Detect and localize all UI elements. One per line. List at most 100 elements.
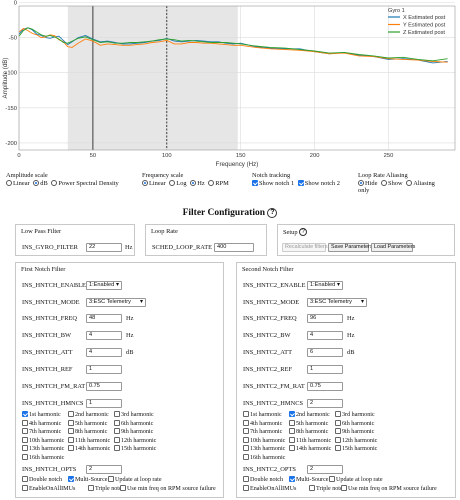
notch-option[interactable]: Use min freq on RPM source failure bbox=[341, 484, 437, 492]
checkbox-icon[interactable] bbox=[289, 436, 295, 443]
checkbox-icon[interactable] bbox=[243, 436, 249, 443]
checkbox-icon[interactable] bbox=[22, 445, 28, 452]
checkbox-icon[interactable] bbox=[243, 428, 249, 435]
harmonic-option[interactable]: 1st harmonic bbox=[22, 411, 61, 418]
checkbox-icon[interactable] bbox=[243, 476, 249, 482]
harmonic-option[interactable]: 2nd harmonic bbox=[68, 411, 109, 418]
param-select[interactable]: 3:ESC Telemetry bbox=[86, 298, 146, 307]
harmonic-option[interactable]: 10th harmonic bbox=[22, 436, 64, 444]
harmonic-option[interactable]: 9th harmonic bbox=[114, 428, 153, 435]
harmonic-option[interactable]: 5th harmonic bbox=[289, 419, 328, 427]
freq-log-option[interactable]: Log bbox=[169, 180, 187, 187]
harmonic-option[interactable]: 7th harmonic bbox=[243, 428, 282, 435]
harmonic-option[interactable]: 14th harmonic bbox=[289, 445, 331, 452]
param-input[interactable]: 4 bbox=[307, 331, 343, 340]
harmonic-option[interactable]: 4th harmonic bbox=[22, 419, 61, 427]
aliasing-show-option[interactable]: Show bbox=[381, 180, 403, 187]
param-input[interactable]: 4 bbox=[86, 331, 122, 340]
checkbox-checked-icon[interactable] bbox=[252, 180, 258, 186]
radio-icon[interactable] bbox=[6, 180, 12, 186]
checkbox-icon[interactable] bbox=[68, 411, 74, 417]
checkbox-checked-icon[interactable] bbox=[22, 411, 28, 417]
harmonic-option[interactable]: 6th harmonic bbox=[335, 419, 374, 427]
help-icon[interactable]: ? bbox=[267, 208, 278, 218]
checkbox-checked-icon[interactable] bbox=[289, 411, 295, 417]
param-input[interactable]: 4 bbox=[86, 348, 122, 357]
radio-selected-icon[interactable] bbox=[190, 180, 197, 186]
checkbox-icon[interactable] bbox=[243, 419, 249, 426]
checkbox-icon[interactable] bbox=[335, 411, 341, 417]
legend-entry[interactable]: Y Estimated post bbox=[403, 23, 446, 29]
checkbox-icon[interactable] bbox=[114, 428, 120, 435]
checkbox-icon[interactable] bbox=[335, 419, 341, 426]
amplitude-psd-option[interactable]: Power Spectral Density bbox=[51, 180, 119, 187]
checkbox-icon[interactable] bbox=[289, 445, 295, 452]
checkbox-icon[interactable] bbox=[114, 445, 120, 452]
harmonic-option[interactable]: 8th harmonic bbox=[289, 428, 328, 435]
checkbox-icon[interactable] bbox=[22, 484, 28, 491]
checkbox-icon[interactable] bbox=[114, 436, 120, 443]
checkbox-icon[interactable] bbox=[329, 476, 335, 482]
notch-option[interactable]: Update at loop rate bbox=[329, 476, 383, 483]
show-notch2-option[interactable]: Show notch 2 bbox=[297, 180, 340, 187]
radio-selected-icon[interactable] bbox=[142, 180, 148, 186]
freq-hz-option[interactable]: Hz bbox=[190, 180, 205, 187]
help-icon[interactable]: ? bbox=[299, 228, 308, 236]
checkbox-icon[interactable] bbox=[22, 428, 28, 435]
harmonic-option[interactable]: 1st harmonic bbox=[243, 411, 282, 418]
checkbox-icon[interactable] bbox=[289, 428, 295, 435]
checkbox-icon[interactable] bbox=[22, 476, 28, 482]
harmonic-option[interactable]: 14th harmonic bbox=[68, 445, 110, 452]
checkbox-icon[interactable] bbox=[243, 411, 249, 417]
harmonic-option[interactable]: 12th harmonic bbox=[114, 436, 156, 444]
param-select[interactable]: 1:Enabled bbox=[86, 281, 122, 290]
harmonic-option[interactable]: 15th harmonic bbox=[335, 445, 377, 452]
param-input[interactable]: 96 bbox=[307, 314, 343, 323]
checkbox-icon[interactable] bbox=[114, 419, 120, 426]
notch-option[interactable]: EnableOnAllIMUs bbox=[243, 484, 296, 492]
checkbox-icon[interactable] bbox=[243, 484, 249, 491]
param-input[interactable]: 0.75 bbox=[307, 382, 343, 391]
legend-entry[interactable]: X Estimated post bbox=[403, 15, 446, 21]
loop-rate-input[interactable]: 400 bbox=[214, 243, 254, 252]
notch-option[interactable]: Multi-Source bbox=[289, 476, 329, 483]
harmonic-option[interactable]: 12th harmonic bbox=[335, 436, 377, 444]
harmonic-option[interactable]: 13th harmonic bbox=[22, 445, 64, 452]
aliasing-only-option[interactable]: Aliasing bbox=[406, 180, 435, 187]
notch-option[interactable]: Triple notch bbox=[88, 484, 125, 492]
opts-input[interactable]: 2 bbox=[86, 465, 122, 474]
notch-option[interactable]: Use min freq on RPM source failure bbox=[120, 484, 216, 492]
harmonic-option[interactable]: 4th harmonic bbox=[243, 419, 282, 427]
checkbox-icon[interactable] bbox=[108, 476, 114, 482]
harmonic-option[interactable]: 7th harmonic bbox=[22, 428, 61, 435]
checkbox-icon[interactable] bbox=[68, 445, 74, 452]
harmonic-option[interactable]: 16th harmonic bbox=[243, 454, 285, 461]
checkbox-icon[interactable] bbox=[335, 428, 341, 435]
harmonic-option[interactable]: 6th harmonic bbox=[114, 419, 153, 427]
fft-chart[interactable]: 0 -50 -100 -150 -200 0 50 100 150 200 250 Frequency… bbox=[0, 0, 460, 170]
param-input[interactable]: 1 bbox=[86, 365, 122, 374]
checkbox-icon[interactable] bbox=[22, 436, 28, 443]
param-select[interactable]: 3:ESC Telemetry bbox=[307, 298, 367, 307]
checkbox-icon[interactable] bbox=[22, 454, 28, 460]
radio-icon[interactable] bbox=[406, 180, 413, 186]
harmonic-option[interactable]: 15th harmonic bbox=[114, 445, 156, 452]
checkbox-icon[interactable] bbox=[309, 484, 315, 491]
freq-rpm-option[interactable]: RPM bbox=[208, 180, 229, 187]
param-input[interactable]: 1 bbox=[307, 365, 343, 374]
checkbox-checked-icon[interactable] bbox=[289, 476, 295, 482]
amplitude-db-option[interactable]: dB bbox=[33, 180, 48, 187]
harmonic-option[interactable]: 2nd harmonic bbox=[289, 411, 330, 418]
harmonic-option[interactable]: 10th harmonic bbox=[243, 436, 285, 444]
checkbox-icon[interactable] bbox=[120, 484, 126, 491]
param-input[interactable]: 48 bbox=[86, 314, 122, 323]
notch-option[interactable]: Multi-Source bbox=[68, 476, 108, 483]
param-select[interactable]: 1:Enabled bbox=[307, 281, 343, 290]
show-notch1-option[interactable]: Show notch 1 bbox=[252, 180, 294, 187]
checkbox-icon[interactable] bbox=[243, 454, 249, 460]
notch-option[interactable]: EnableOnAllIMUs bbox=[22, 484, 75, 492]
harmonic-option[interactable]: 9th harmonic bbox=[335, 428, 374, 435]
checkbox-icon[interactable] bbox=[341, 484, 347, 491]
notch-option[interactable]: Double notch bbox=[243, 476, 283, 483]
harmonic-option[interactable]: 13th harmonic bbox=[243, 445, 285, 452]
